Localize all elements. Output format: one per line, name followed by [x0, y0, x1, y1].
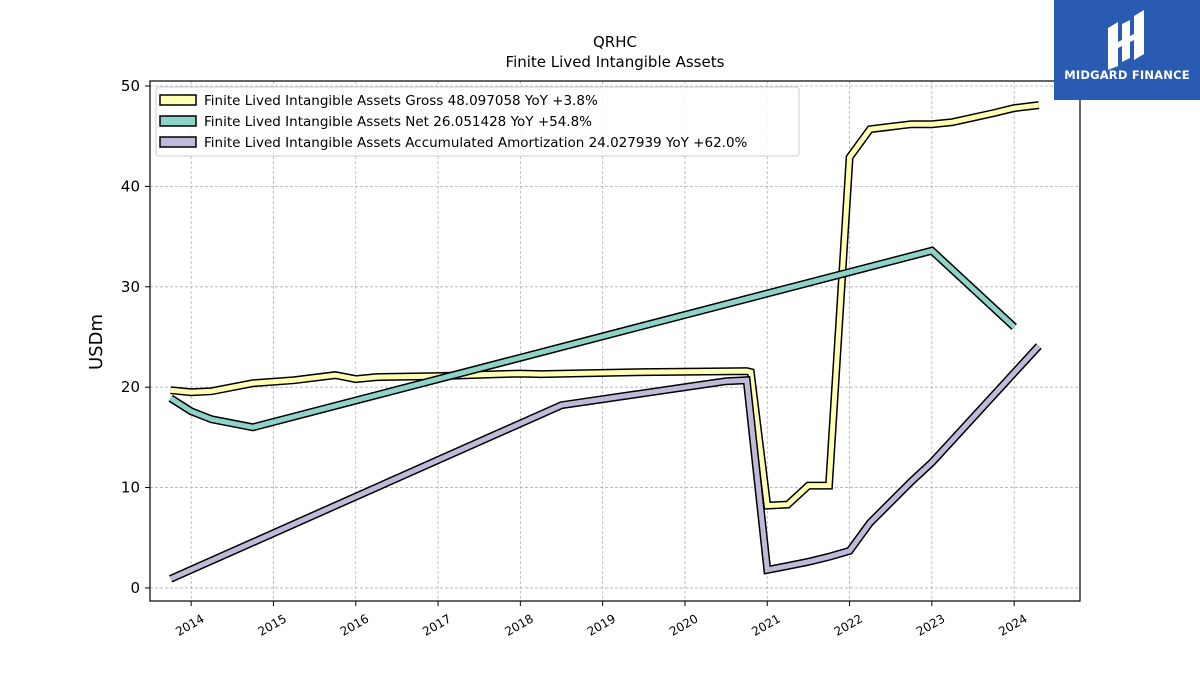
series-line-outline — [170, 101, 1040, 510]
x-tick-label: 2014 — [173, 611, 206, 638]
x-tick-label: 2018 — [502, 611, 535, 638]
y-tick-label: 40 — [121, 177, 140, 195]
x-tick-label: 2022 — [832, 611, 865, 638]
axis-ticks: 2014 2015 2016 2017 2018 2019 2020 2021 2022 2023… — [121, 77, 1030, 639]
x-tick-label: 2020 — [667, 611, 700, 638]
plot-area-frame — [149, 80, 1081, 602]
midgard-logo-icon — [1108, 10, 1144, 70]
y-tick-label: 10 — [121, 479, 140, 497]
legend-entry: Finite Lived Intangible Assets Accumulat… — [204, 135, 748, 151]
legend-swatch — [159, 94, 197, 106]
y-tick-label: 50 — [121, 77, 140, 95]
series-line — [170, 102, 1040, 509]
x-tick-label: 2023 — [914, 611, 947, 638]
series-lines — [168, 101, 1042, 583]
legend-swatch — [159, 136, 197, 148]
x-tick-label: 2024 — [996, 611, 1029, 638]
y-tick-label: 30 — [121, 278, 140, 296]
x-tick-label: 2021 — [749, 611, 782, 638]
series-line — [169, 344, 1041, 582]
x-tick-label: 2015 — [255, 611, 288, 638]
brand-logo: MIDGARD FINANCE — [1054, 0, 1200, 100]
legend-box — [155, 86, 800, 157]
legend-entry: Finite Lived Intangible Assets Net 26.05… — [204, 114, 592, 130]
legend-entry: Finite Lived Intangible Assets Gross 48.… — [204, 93, 598, 109]
y-tick-label: 0 — [130, 579, 140, 597]
logo-text: MIDGARD FINANCE — [1064, 68, 1190, 82]
chart-subtitle: Finite Lived Intangible Assets — [506, 53, 725, 71]
legend: Finite Lived Intangible Assets Gross 48.… — [155, 86, 800, 157]
legend-swatch — [159, 115, 197, 127]
x-tick-label: 2017 — [420, 611, 453, 638]
x-tick-label: 2019 — [585, 611, 618, 638]
x-tick-label: 2016 — [338, 611, 371, 638]
y-tick-label: 20 — [121, 378, 140, 396]
series-line — [169, 247, 1016, 430]
y-axis-label: USDm — [86, 314, 107, 370]
chart-title: QRHC — [593, 33, 637, 51]
